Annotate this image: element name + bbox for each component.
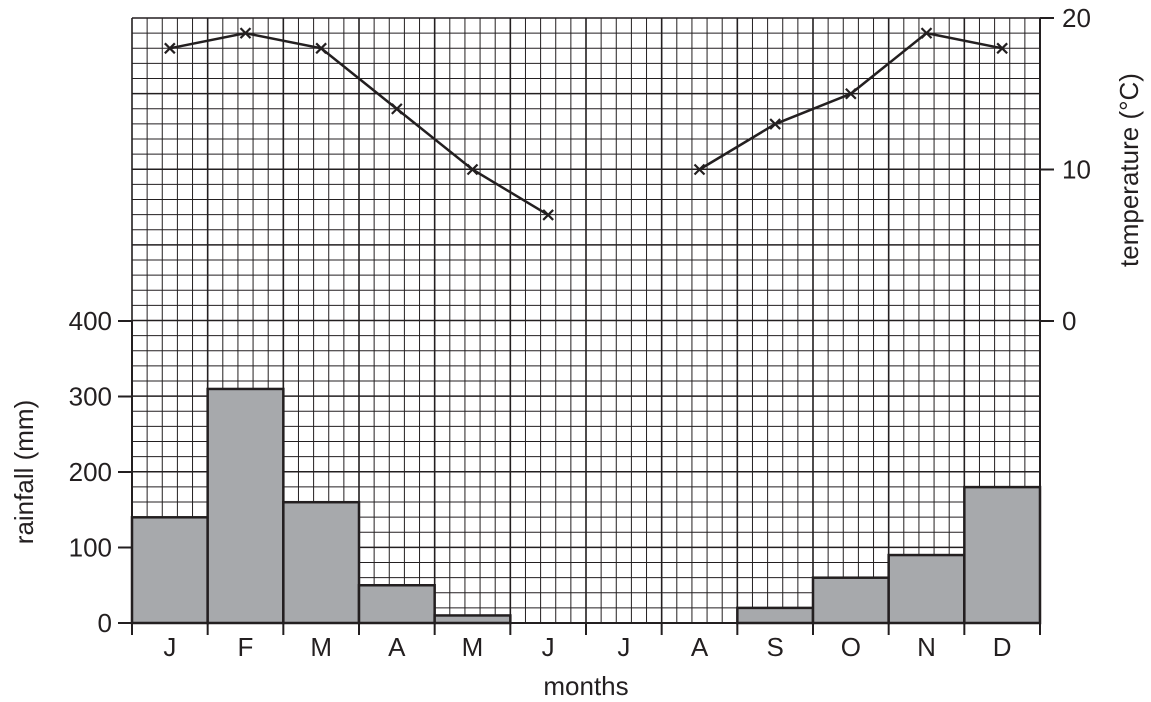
temperature-point	[693, 163, 706, 176]
x-tick-label: A	[388, 632, 406, 662]
tick-labels: J F M A M J J A S O N D 0 100 200 300 400 0 10 20	[69, 3, 1091, 662]
x-tick-label: F	[238, 632, 254, 662]
y-tick-label: 0	[98, 608, 112, 638]
temperature-point	[996, 42, 1008, 55]
temperature-point	[542, 209, 554, 221]
y2-tick-label: 20	[1062, 3, 1091, 33]
temperature-point	[466, 163, 479, 176]
x-tick-label: J	[542, 632, 555, 662]
x-tick-label: S	[766, 632, 783, 662]
x-tick-label: O	[841, 632, 861, 662]
x-tick-label: M	[310, 632, 332, 662]
temperature-line	[164, 27, 1008, 221]
rainfall-bar	[963, 485, 1042, 625]
temperature-point	[391, 103, 403, 115]
rainfall-bar	[433, 614, 512, 625]
rainfall-bar	[282, 500, 361, 625]
y-tick-label: 200	[69, 457, 112, 487]
temperature-line-segment	[698, 31, 1003, 171]
axes	[118, 17, 1054, 635]
temperature-point	[920, 27, 933, 39]
rainfall-bar	[736, 606, 815, 625]
temperature-point	[239, 27, 252, 39]
y2-tick-label: 0	[1062, 306, 1076, 336]
y2-axis-title: temperature (°C)	[1114, 73, 1144, 267]
x-tick-label: D	[993, 632, 1012, 662]
x-tick-label: M	[462, 632, 484, 662]
temperature-point	[845, 87, 857, 100]
rainfall-bar	[130, 516, 209, 625]
y-tick-label: 300	[69, 382, 112, 412]
x-tick-label: N	[917, 632, 936, 662]
temperature-point	[769, 118, 781, 130]
temperature-line-segment	[169, 31, 549, 217]
y-axis-title: rainfall (mm)	[9, 400, 39, 544]
x-tick-label: A	[691, 632, 709, 662]
y2-tick-label: 10	[1062, 155, 1091, 185]
rainfall-bar	[206, 387, 285, 625]
rainfall-bar	[357, 584, 436, 625]
temperature-point	[315, 42, 327, 55]
x-tick-label: J	[163, 632, 176, 662]
y-tick-label: 100	[69, 533, 112, 563]
rainfall-bar	[887, 553, 966, 625]
y-tick-label: 400	[69, 306, 112, 336]
x-tick-label: J	[617, 632, 630, 662]
temperature-point	[164, 42, 176, 55]
rainfall-bar	[811, 576, 890, 625]
x-axis-title: months	[543, 671, 628, 701]
